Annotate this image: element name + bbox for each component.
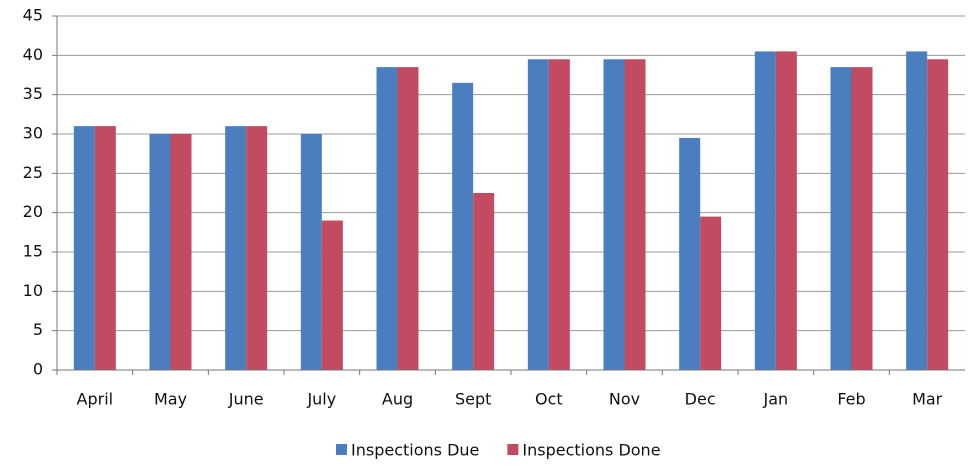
- y-tick-label: 10: [23, 281, 43, 300]
- x-tick-label: Jan: [762, 390, 788, 409]
- bar: [775, 51, 797, 371]
- y-tick-label: 15: [23, 242, 43, 261]
- bar: [548, 59, 570, 371]
- x-tick-label: April: [77, 390, 114, 409]
- x-tick-label: Mar: [912, 390, 943, 409]
- bar: [527, 59, 549, 371]
- bar: [321, 220, 343, 370]
- y-tick-label: 30: [23, 124, 43, 143]
- bar: [397, 67, 419, 370]
- bar: [603, 59, 625, 371]
- bar: [700, 216, 722, 370]
- bar: [246, 126, 268, 370]
- bar: [679, 137, 701, 370]
- legend-swatch: [507, 444, 519, 455]
- y-tick-label: 35: [23, 84, 43, 103]
- bar: [300, 134, 322, 370]
- legend-label: Inspections Due: [351, 441, 479, 460]
- bar: [452, 82, 474, 370]
- y-tick-label: 25: [23, 163, 43, 182]
- x-tick-label: Dec: [685, 390, 716, 409]
- y-tick-label: 40: [23, 45, 43, 64]
- x-tick-label: May: [154, 390, 187, 409]
- bar: [94, 126, 116, 370]
- x-tick-label: Nov: [609, 390, 640, 409]
- y-tick-label: 5: [33, 320, 43, 339]
- bar: [754, 51, 776, 371]
- bar: [473, 193, 495, 370]
- bar: [830, 67, 852, 370]
- x-tick-label: July: [306, 390, 336, 409]
- bar: [906, 51, 928, 371]
- x-tick-label: Oct: [535, 390, 563, 409]
- bar: [225, 126, 247, 370]
- bar: [73, 126, 95, 370]
- bar: [149, 134, 171, 370]
- bar: [851, 67, 873, 370]
- x-tick-label: Aug: [382, 390, 413, 409]
- x-tick-label: Feb: [837, 390, 865, 409]
- y-tick-label: 45: [23, 6, 43, 25]
- y-tick-label: 20: [23, 202, 43, 221]
- bar: [624, 59, 646, 371]
- bar: [927, 59, 949, 371]
- bar: [170, 134, 192, 370]
- legend-label: Inspections Done: [522, 441, 660, 460]
- bar: [376, 67, 398, 370]
- legend-swatch: [336, 444, 347, 455]
- y-tick-label: 0: [33, 360, 43, 379]
- x-tick-label: June: [228, 390, 264, 409]
- x-tick-label: Sept: [455, 390, 491, 409]
